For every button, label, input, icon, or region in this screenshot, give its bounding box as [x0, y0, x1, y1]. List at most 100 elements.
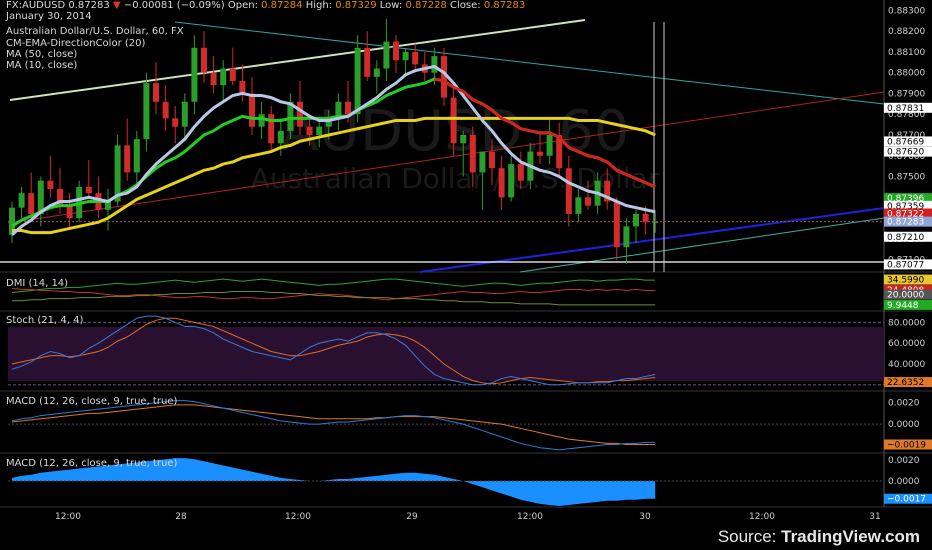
- price-tag-label: 0.87669: [887, 137, 924, 147]
- candle-body: [556, 135, 563, 169]
- time-tick-label: 12:00: [517, 512, 543, 522]
- low-label: Low:: [379, 0, 403, 11]
- candle-body: [18, 193, 25, 208]
- price-tag-label: 0.87396: [887, 194, 924, 204]
- dmi-tag-label: 9.9448: [887, 301, 919, 311]
- candle-body: [623, 226, 630, 248]
- price-tag-label: 0.87210: [887, 233, 924, 243]
- dmi-line: [11, 287, 656, 301]
- chart-title: Australian Dollar/U.S. Dollar, 60, FX: [6, 26, 184, 37]
- macd-pane-label[interactable]: MACD (12, 26, close, 9, true, true): [6, 396, 178, 407]
- time-tick-label: 12:00: [55, 512, 81, 522]
- time-tick-label: 29: [406, 512, 418, 522]
- time-tick-label: 12:00: [285, 512, 311, 522]
- candle-body: [268, 114, 275, 144]
- stoch-tag: [884, 377, 932, 388]
- macd-hist-tick-label: 0.0020: [888, 456, 920, 466]
- candle-body: [37, 180, 44, 214]
- dmi-tag: [884, 299, 932, 310]
- candle-body: [642, 213, 649, 223]
- symbol-header: FX:AUDUSD 0.87283 ▼ −0.00081 (−0.09%) Op…: [6, 0, 525, 11]
- macd-hist-tick-label: 0.0000: [888, 477, 920, 487]
- source-prefix: Source:: [717, 527, 782, 546]
- price-tag-label: 0.87077: [887, 260, 924, 270]
- price-tag: [884, 193, 932, 204]
- candle-body: [258, 114, 265, 127]
- candle-body: [85, 186, 92, 194]
- candle-body: [354, 47, 361, 115]
- price-tag: [884, 259, 932, 270]
- open-label: Open:: [227, 0, 258, 11]
- candle-body: [57, 189, 63, 206]
- candle-body: [508, 164, 515, 198]
- open-value: 0.87284: [261, 0, 303, 11]
- price-tag: [884, 136, 932, 147]
- candle-body: [316, 126, 323, 135]
- candle-body: [431, 56, 438, 73]
- candle-body: [479, 151, 486, 173]
- candle-body: [537, 151, 543, 156]
- macd-hist-tag: [884, 493, 932, 504]
- stoch-tick-label: 80.0000: [888, 318, 925, 328]
- red-trendline: [7, 91, 885, 224]
- candle-body: [210, 72, 217, 86]
- study-ma50[interactable]: MA (50, close): [6, 49, 78, 60]
- price-tick-label: 0.88100: [888, 48, 925, 58]
- candle-body: [306, 126, 313, 135]
- study-ema[interactable]: CM-EMA-DirectionColor (20): [6, 38, 146, 49]
- candle-body: [393, 41, 399, 61]
- close-label: Close:: [450, 0, 481, 11]
- candle-body: [114, 145, 121, 202]
- time-tick-label: 12:00: [749, 512, 775, 522]
- candle-body: [201, 47, 207, 73]
- high-value: 0.87329: [335, 0, 377, 11]
- dmi-tag-label: 20.0000: [887, 291, 924, 301]
- price-tag: [884, 208, 932, 219]
- price-tag-label: 0.87322: [887, 210, 924, 220]
- stoch-tick-label: 60.0000: [888, 339, 925, 349]
- candle-body: [153, 83, 159, 102]
- stoch-pane-label[interactable]: Stoch (21, 4, 4): [6, 315, 84, 326]
- macd-histogram-pane-label[interactable]: MACD (12, 26, close, 9, true, true): [6, 458, 178, 469]
- candle-body: [546, 135, 553, 156]
- blue-support-line: [419, 207, 885, 273]
- macd-line: [11, 400, 656, 451]
- candle-body: [277, 130, 284, 144]
- stoch-line: [11, 315, 656, 386]
- candle-body: [498, 168, 505, 198]
- date-label: January 30, 2014: [6, 11, 92, 22]
- candle-body: [181, 101, 188, 127]
- macd-line: [11, 404, 656, 445]
- study-ma10[interactable]: MA (10, close): [6, 60, 78, 71]
- symbol-code: FX:AUDUSD: [6, 0, 66, 11]
- time-tick-label: 28: [175, 512, 187, 522]
- price-tick-label: 0.87600: [888, 152, 925, 162]
- dmi-pane-label[interactable]: DMI (14, 14): [6, 278, 69, 289]
- price-change: −0.00081 (−0.09%): [123, 0, 225, 11]
- dmi-line: [11, 278, 656, 294]
- price-tag: [884, 231, 932, 242]
- candle-body: [229, 68, 236, 81]
- candle-body: [9, 207, 15, 235]
- time-tick-label: 31: [869, 512, 880, 522]
- indicator-line-ma50: [12, 116, 656, 235]
- teal-trendline: [174, 21, 885, 105]
- candle-body: [460, 135, 467, 144]
- candle-body: [604, 180, 611, 202]
- macd-tick-label: 0.0000: [888, 420, 920, 430]
- candle-body: [364, 47, 371, 77]
- candle-body: [297, 101, 303, 127]
- stoch-tick-label: 40.0000: [888, 360, 925, 370]
- watermark-description: Australian Dollar / U.S. Dollar: [251, 162, 660, 195]
- stoch-line: [11, 317, 656, 385]
- dmi-tag: [884, 289, 932, 300]
- macd-tag: [884, 439, 932, 450]
- candle-body: [287, 101, 294, 131]
- dmi-tag: [884, 274, 932, 285]
- dmi-line: [12, 290, 656, 306]
- price-tag: [884, 146, 932, 157]
- candle-body: [652, 222, 659, 224]
- ema-down-segment: [434, 77, 656, 189]
- price-tag-label: 0.87359: [887, 202, 924, 212]
